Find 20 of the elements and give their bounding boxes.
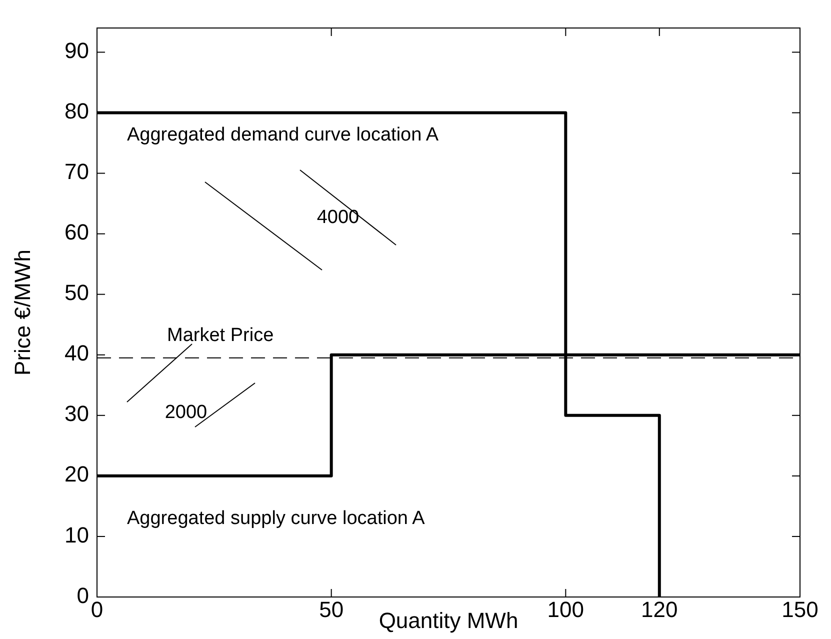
annotation: 4000 — [316, 207, 360, 228]
y-tick-label: 20 — [64, 462, 89, 487]
y-tick-label: 50 — [64, 280, 89, 306]
y-tick-label: 60 — [64, 220, 89, 245]
x-tick-label: 120 — [641, 597, 678, 622]
series-label: Aggregated demand curve location A — [127, 124, 439, 146]
x-axis-title: Quantity MWh — [378, 608, 518, 633]
x-tick-label: 150 — [782, 597, 818, 622]
x-tick-label: 50 — [319, 597, 344, 622]
series-label: Aggregated supply curve location A — [127, 508, 426, 529]
y-tick-label: 40 — [64, 340, 89, 366]
x-tick-label: 100 — [547, 597, 584, 622]
annotation: 2000 — [164, 402, 208, 424]
ref-line-label: Market Price — [167, 324, 274, 346]
y-tick-label: 80 — [64, 98, 89, 124]
y-axis-title: Price €/MWh — [10, 250, 35, 376]
y-tick-label: 90 — [64, 38, 89, 64]
y-tick-label: 10 — [64, 522, 89, 548]
y-tick-label: 30 — [64, 401, 89, 426]
y-tick-label: 70 — [64, 159, 89, 184]
